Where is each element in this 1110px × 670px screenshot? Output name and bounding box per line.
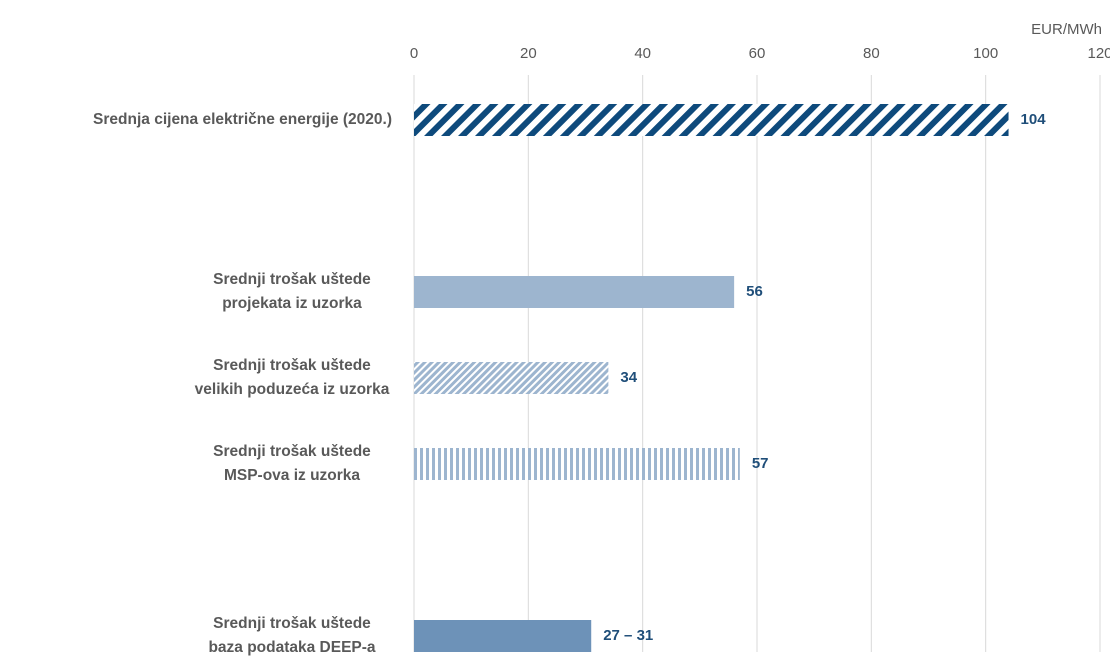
category-label: Srednja cijena električne energije (2020…	[93, 111, 392, 128]
bar	[414, 276, 735, 308]
x-tick-label: 40	[634, 45, 651, 62]
value-label: 56	[746, 283, 763, 300]
x-tick-label: 60	[749, 45, 766, 62]
value-label: 104	[1021, 111, 1047, 128]
x-tick-label: 80	[863, 45, 880, 62]
value-label: 27 – 31	[603, 627, 653, 644]
category-label: MSP-ova iz uzorka	[224, 467, 360, 484]
x-tick-label: 100	[973, 45, 998, 62]
category-label: Srednji trošak uštede	[213, 615, 371, 632]
category-label: Srednji trošak uštede	[213, 357, 371, 374]
x-tick-label: 20	[520, 45, 537, 62]
x-axis-label: EUR/MWh	[1031, 21, 1102, 38]
value-label: 57	[752, 455, 769, 472]
category-label: velikih poduzeća iz uzorka	[195, 381, 390, 398]
category-label: Srednji trošak uštede	[213, 271, 371, 288]
x-tick-label: 0	[410, 45, 418, 62]
category-label: Srednji trošak uštede	[213, 443, 371, 460]
x-tick-label: 120	[1087, 45, 1110, 62]
bar	[414, 448, 740, 480]
bar	[414, 620, 592, 652]
category-label: baza podataka DEEP-a	[208, 639, 375, 656]
bar	[414, 104, 1009, 136]
bar	[414, 362, 609, 394]
value-label: 34	[620, 369, 637, 386]
category-label: projekata iz uzorka	[222, 295, 362, 312]
